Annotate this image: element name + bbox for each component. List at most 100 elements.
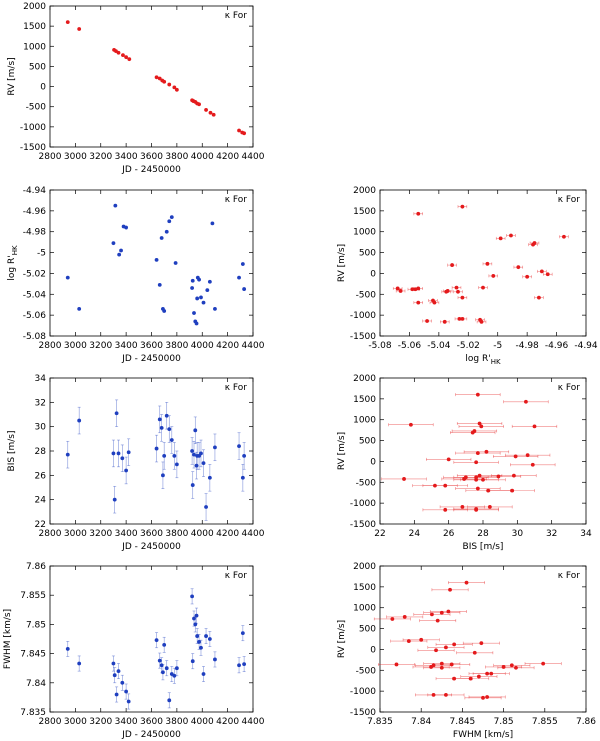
plot-frame (49, 377, 254, 525)
y-tick-label: -500 (26, 103, 47, 113)
data-point (190, 483, 195, 487)
data-point (242, 287, 247, 291)
y-tick-label: 500 (29, 62, 46, 72)
y-tick-label: -500 (356, 666, 377, 676)
data-point (120, 680, 125, 685)
data-point (193, 428, 198, 433)
data-point (443, 507, 448, 512)
y-tick-label: -5.04 (23, 290, 47, 300)
y-tick-label: 2000 (353, 186, 376, 196)
data-point (192, 616, 196, 621)
x-tick-label: 4200 (216, 152, 239, 162)
x-tick-label: 3000 (64, 717, 87, 727)
plot-frame (379, 189, 587, 337)
data-point (525, 274, 530, 279)
x-tick-label: 4400 (242, 341, 265, 351)
x-tick-label: 3800 (165, 717, 188, 727)
x-tick-label: 2800 (39, 341, 62, 351)
y-axis-label: RV [m/s] (337, 244, 347, 282)
data-point (516, 265, 521, 270)
data-point (204, 505, 208, 509)
x-tick-label: -4.96 (545, 341, 569, 351)
x-tick-label: 7.86 (576, 717, 596, 727)
data-point (172, 453, 177, 458)
data-point (406, 639, 411, 643)
data-point (111, 241, 116, 246)
data-point (190, 659, 195, 664)
data-point (205, 288, 210, 293)
data-point (448, 587, 452, 592)
data-point (484, 449, 489, 454)
data-point (192, 452, 196, 457)
data-point (162, 453, 167, 458)
y-tick-label: -1500 (350, 520, 376, 530)
data-point (124, 225, 129, 230)
data-point (539, 269, 544, 274)
data-point (201, 672, 206, 676)
data-point (452, 676, 457, 681)
data-point (419, 637, 424, 642)
x-tick-label: 4000 (191, 529, 214, 539)
data-point (116, 451, 121, 456)
data-point (154, 75, 159, 80)
y-axis-label: RV [m/s] (337, 432, 347, 470)
y-tick-label: 2000 (353, 374, 376, 384)
data-point (190, 278, 195, 283)
data-point (432, 300, 437, 305)
chart-panel-p5: 22 24 26 28 30 32 34 -1500 -1000 -500 0 500 1000 1500… (337, 374, 592, 552)
y-tick-label: 0 (370, 269, 376, 279)
y-tick-label: -4.98 (23, 228, 47, 238)
y-tick-label: -4.96 (23, 207, 47, 217)
data-point (474, 507, 479, 512)
data-point (513, 454, 518, 459)
y-tick-label: 0 (370, 457, 376, 467)
data-point (154, 638, 159, 643)
x-tick-label: 4400 (242, 152, 265, 162)
chart-panel-p1: 2800 3000 3200 3400 3600 3800 4000 4200 4400 -150… (7, 2, 265, 175)
data-point (164, 229, 169, 234)
y-tick-label: 7.85 (26, 620, 46, 630)
y-tick-label: 30 (35, 423, 47, 433)
data-point (201, 461, 206, 466)
x-tick-label: 7.835 (367, 717, 393, 727)
x-tick-label: 4400 (242, 717, 265, 727)
y-tick-label: 1500 (353, 395, 376, 405)
data-point (167, 219, 172, 224)
data-point (210, 221, 215, 226)
data-point (464, 580, 469, 585)
x-tick-label: -5.08 (368, 341, 392, 351)
data-point (199, 645, 203, 650)
data-point (172, 673, 177, 678)
data-point (213, 306, 217, 311)
data-point (154, 446, 159, 451)
data-point (410, 287, 415, 292)
chart-title: κ For (558, 571, 581, 581)
data-point (477, 473, 482, 478)
x-axis-label: FWHM [km/s] (453, 730, 513, 740)
data-point (237, 444, 241, 449)
x-axis-label: JD - 2450000 (121, 354, 181, 364)
data-point (430, 612, 434, 617)
y-tick-label: 2000 (23, 2, 46, 12)
y-tick-label: 500 (359, 437, 376, 447)
y-tick-label: -1000 (20, 123, 46, 133)
x-tick-label: 2800 (39, 717, 62, 727)
x-tick-label: 3800 (165, 341, 188, 351)
y-tick-label: -1000 (350, 311, 376, 321)
data-point (394, 662, 399, 667)
data-point (65, 452, 70, 457)
data-point (439, 665, 444, 670)
y-tick-label: 34 (35, 374, 47, 384)
data-point (498, 236, 503, 241)
data-point (532, 424, 537, 429)
chart-title: κ For (225, 383, 248, 393)
x-tick-label: 32 (546, 529, 557, 539)
x-tick-label: 3600 (140, 529, 163, 539)
x-tick-label: 2800 (39, 529, 62, 539)
data-point (208, 110, 213, 115)
data-point (481, 695, 485, 700)
chart-panel-p2: 2800 3000 3200 3400 3600 3800 4000 4200 4400 -5.0… (7, 186, 265, 364)
data-point (524, 399, 528, 404)
chart-title: κ For (558, 195, 581, 205)
data-point (65, 647, 70, 651)
